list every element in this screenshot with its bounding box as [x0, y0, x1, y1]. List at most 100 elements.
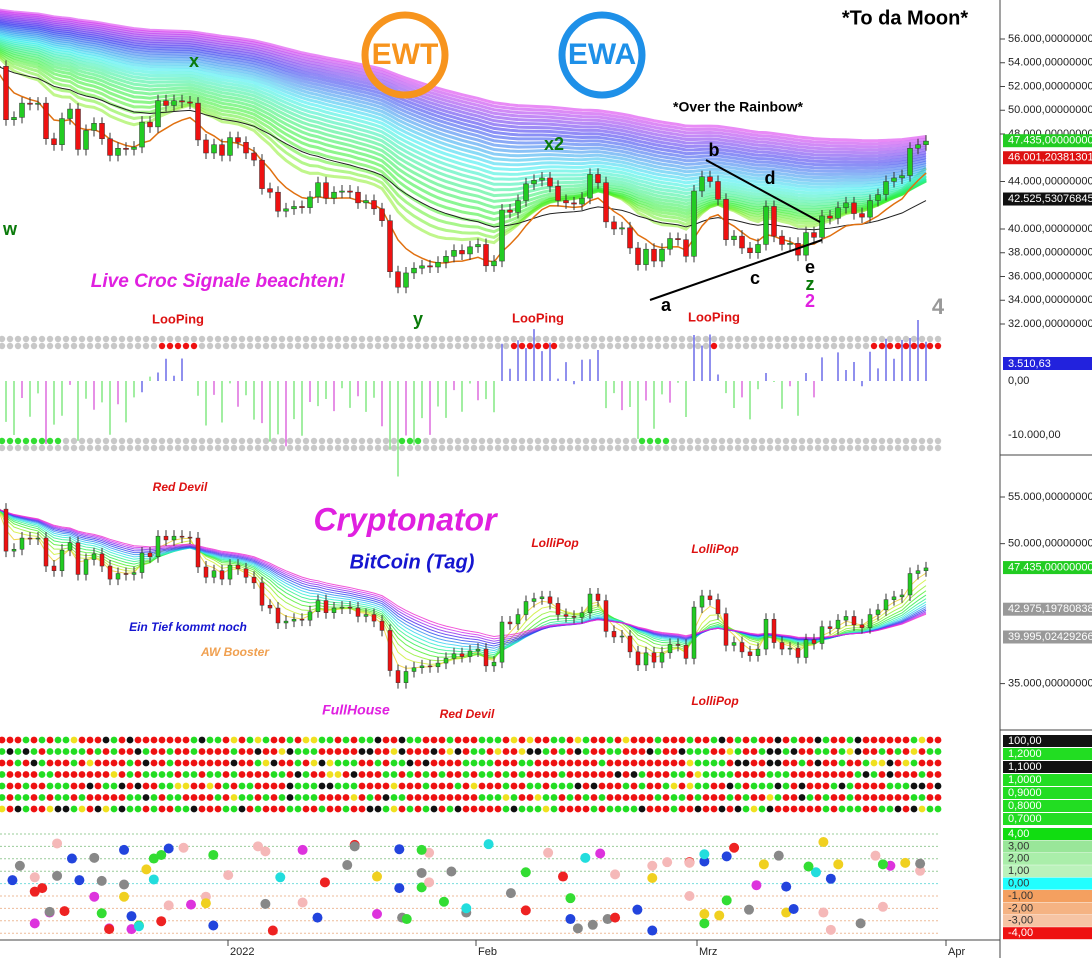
signal-dot: [734, 782, 742, 790]
signal-dot: [502, 342, 510, 350]
signal-dot: [342, 805, 350, 813]
signal-dot: [734, 736, 742, 744]
signal-dot: [902, 748, 910, 755]
signal-dot: [542, 437, 550, 445]
signal-dot: [174, 342, 182, 350]
candle: [675, 644, 681, 646]
candle: [707, 176, 713, 182]
candle: [507, 621, 513, 625]
signal-dot: [726, 437, 734, 445]
signal-dot: [350, 748, 358, 755]
signal-marker: [163, 900, 174, 911]
candle: [723, 199, 729, 240]
signal-dot: [158, 748, 166, 755]
signal-dot: [222, 444, 230, 452]
signal-dot: [830, 794, 838, 801]
candle: [755, 648, 761, 656]
signal-marker: [319, 877, 330, 888]
signal-dot: [598, 437, 606, 445]
signal-marker: [148, 853, 159, 864]
signal-dot: [142, 748, 150, 755]
signal-dot: [134, 736, 142, 744]
signal-dot: [238, 771, 246, 778]
ribbon: [0, 8, 927, 143]
signal-dot: [246, 748, 254, 755]
signal-dot: [542, 771, 550, 778]
signal-dot: [526, 736, 534, 744]
signal-dot: [830, 805, 838, 813]
signal-dot: [14, 759, 22, 767]
signal-dot: [238, 748, 246, 755]
candle: [403, 272, 409, 288]
signal-dot: [182, 335, 190, 343]
axis-label: 34.000,00000000: [1008, 294, 1092, 306]
signal-marker: [438, 896, 449, 907]
signal-dot: [342, 335, 350, 343]
signal-marker: [260, 898, 271, 909]
signal-dot: [126, 437, 134, 445]
signal-dot: [590, 444, 598, 452]
signal-dot: [766, 759, 774, 767]
signal-dot: [502, 771, 510, 778]
candle: [251, 152, 257, 161]
signal-dot: [46, 794, 54, 801]
signal-dot: [670, 794, 678, 801]
signal-dot: [806, 771, 814, 778]
signal-dot: [494, 794, 502, 801]
signal-dot: [790, 782, 798, 790]
signal-dot: [822, 759, 830, 767]
signal-dot: [662, 437, 670, 445]
candle: [811, 232, 817, 238]
signal-dot: [254, 342, 262, 350]
candle: [459, 653, 465, 657]
signal-dot: [574, 736, 582, 744]
signal-dot: [0, 437, 6, 445]
signal-dot: [430, 736, 438, 744]
signal-dot: [110, 748, 118, 755]
signal-dot: [638, 771, 646, 778]
candle: [883, 599, 889, 611]
signal-marker: [721, 851, 732, 862]
signal-dot: [790, 335, 798, 343]
signal-marker: [580, 852, 591, 863]
signal-dot: [62, 771, 70, 778]
signal-dot: [86, 444, 94, 452]
signal-marker: [74, 875, 85, 886]
signal-dot: [302, 759, 310, 767]
signal-dot: [206, 794, 214, 801]
signal-dot: [814, 771, 822, 778]
candle: [659, 652, 665, 663]
signal-dot: [486, 335, 494, 343]
signal-dot: [918, 771, 926, 778]
signal-dot: [654, 805, 662, 813]
signal-dot: [894, 782, 902, 790]
candle: [843, 202, 849, 208]
wave-label: e: [805, 257, 815, 277]
signal-marker: [587, 919, 598, 930]
signal-dot: [374, 335, 382, 343]
note: Live Croc Signale beachten!: [91, 271, 345, 292]
candle: [379, 620, 385, 631]
signal-dot: [550, 759, 558, 767]
signal-dot: [550, 444, 558, 452]
wave-label: a: [661, 295, 672, 315]
signal-dot: [870, 771, 878, 778]
signal-dot: [198, 335, 206, 343]
signal-dot: [510, 805, 518, 813]
signal-dot: [654, 794, 662, 801]
signal-dot: [686, 794, 694, 801]
signal-dot: [854, 736, 862, 744]
signal-dot: [438, 437, 446, 445]
signal-dot: [534, 771, 542, 778]
signal-dot: [774, 759, 782, 767]
ribbon: [0, 39, 927, 201]
signal-dot: [846, 805, 854, 813]
candle: [163, 535, 169, 541]
signal-dot: [94, 437, 102, 445]
signal-dot: [710, 794, 718, 801]
signal-dot: [454, 335, 462, 343]
candle: [915, 570, 921, 574]
signal-dot: [862, 437, 870, 445]
signal-dot: [190, 782, 198, 790]
signal-dot: [70, 437, 78, 445]
